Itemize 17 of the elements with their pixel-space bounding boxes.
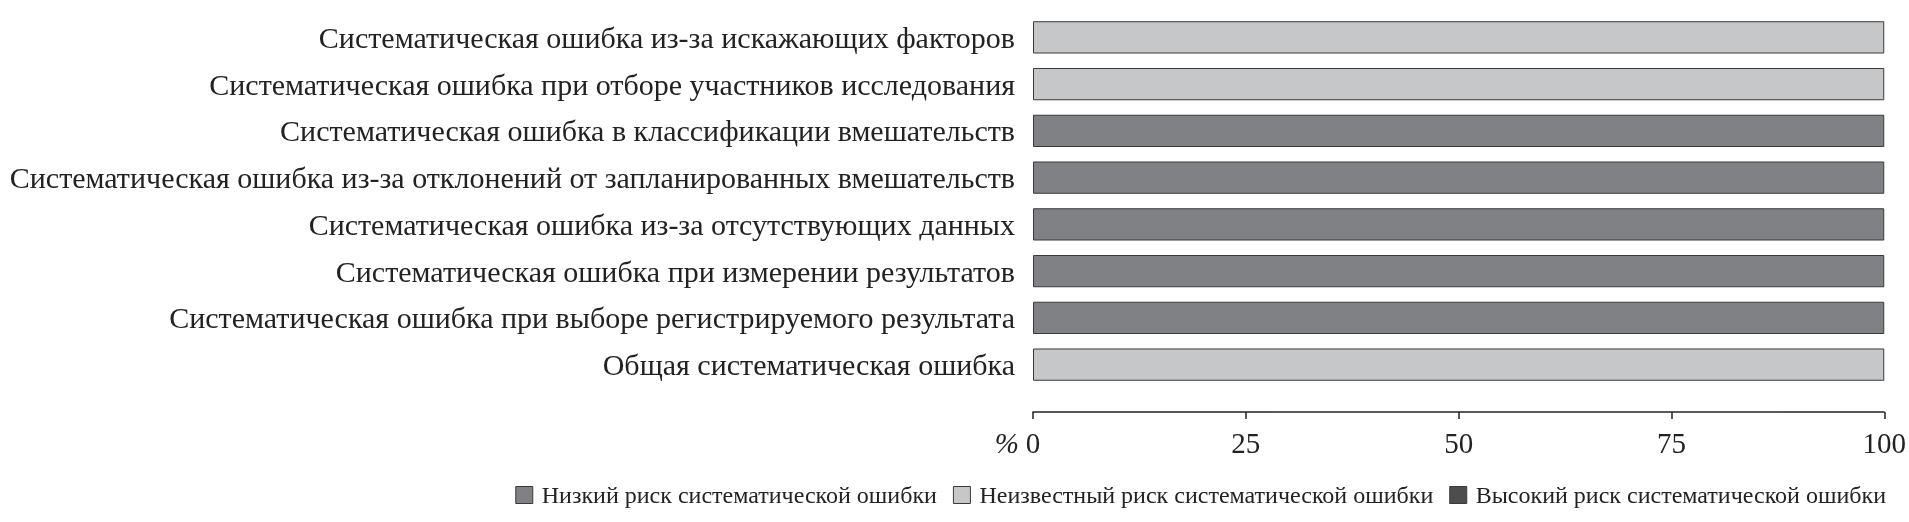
x-tick-label: 25 <box>1231 426 1261 459</box>
x-tick-label: 0 <box>1025 426 1041 459</box>
x-tick-label: 75 <box>1656 426 1686 459</box>
legend-label: Высокий риск систематической ошибки <box>1475 482 1887 508</box>
legend-label: Низкий риск систематической ошибки <box>541 482 938 508</box>
y-tick-label: Систематическая ошибка при отборе участников исследования <box>209 67 1016 101</box>
x-tick-label: 100 <box>1862 426 1906 459</box>
x-tick-label: 50 <box>1444 426 1474 459</box>
y-tick-label: Систематическая ошибка из-за искажающих факторов <box>318 20 1015 54</box>
y-tick-label: Систематическая ошибка из-за отклонений от запланированных вмешательств <box>9 161 1015 195</box>
x-axis-title: % <box>994 426 1019 459</box>
y-tick-label: Систематическая ошибка в классификации вмешательств <box>280 114 1015 148</box>
legend-label: Неизвестный риск систематической ошибки <box>979 482 1434 508</box>
y-tick-label: Систематическая ошибка из-за отсутствующих данных <box>308 207 1015 241</box>
y-tick-label: Систематическая ошибка при измерении результатов <box>335 254 1015 288</box>
y-tick-label: Систематическая ошибка при выборе регистрируемого результата <box>169 301 1015 335</box>
y-tick-label: Общая систематическая ошибка <box>602 348 1015 382</box>
